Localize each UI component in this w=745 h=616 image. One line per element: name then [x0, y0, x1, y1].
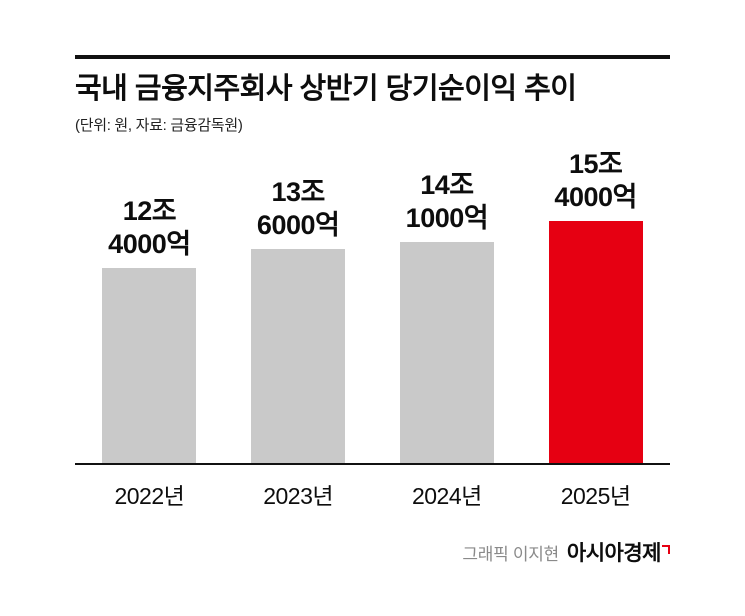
brand-logo: 아시아경제: [567, 537, 670, 567]
bar-highlighted: [548, 221, 643, 464]
bar: [251, 249, 346, 464]
bar-chart: 12조 4000억 13조 6000억 14조 1000억 15조 4000억 202…: [75, 145, 670, 511]
chart-title: 국내 금융지주회사 상반기 당기순이익 추이: [75, 73, 577, 105]
bars-container: 12조 4000억 13조 6000억 14조 1000억 15조 4000억: [75, 145, 670, 464]
bar-column: 13조 6000억: [224, 176, 373, 464]
bar-column: 12조 4000억: [75, 195, 224, 464]
bar: [102, 268, 197, 464]
bar-value-label: 15조 4000억: [554, 149, 637, 213]
x-axis-labels: 2022년 2023년 2024년 2025년: [75, 477, 670, 511]
brand-mark-icon: [662, 545, 670, 555]
content-area: 국내 금융지주회사 상반기 당기순이익 추이 (단위: 원, 자료: 금융감독원…: [75, 55, 670, 567]
x-axis-tick-label: 2023년: [263, 483, 334, 510]
bar-value-label: 14조 1000억: [405, 170, 489, 234]
x-axis-line: [75, 463, 670, 466]
brand-name: 아시아경제: [566, 542, 662, 566]
x-axis-tick-label: 2025년: [560, 483, 631, 510]
title-rule: [75, 55, 670, 59]
bar-value-label: 12조 4000억: [108, 196, 191, 260]
credit-text: 그래픽 이지현: [462, 545, 559, 565]
chart-unit-source: (단위: 원, 자료: 금융감독원): [75, 117, 243, 135]
credit-line: 그래픽 이지현 아시아경제: [75, 537, 670, 567]
x-axis-tick-label: 2022년: [114, 483, 185, 510]
bar-column: 14조 1000억: [373, 169, 522, 464]
x-axis-tick-label: 2024년: [411, 483, 482, 510]
bar-column: 15조 4000억: [521, 148, 670, 464]
bar-value-label: 13조 6000억: [256, 177, 340, 241]
bar: [399, 242, 494, 464]
